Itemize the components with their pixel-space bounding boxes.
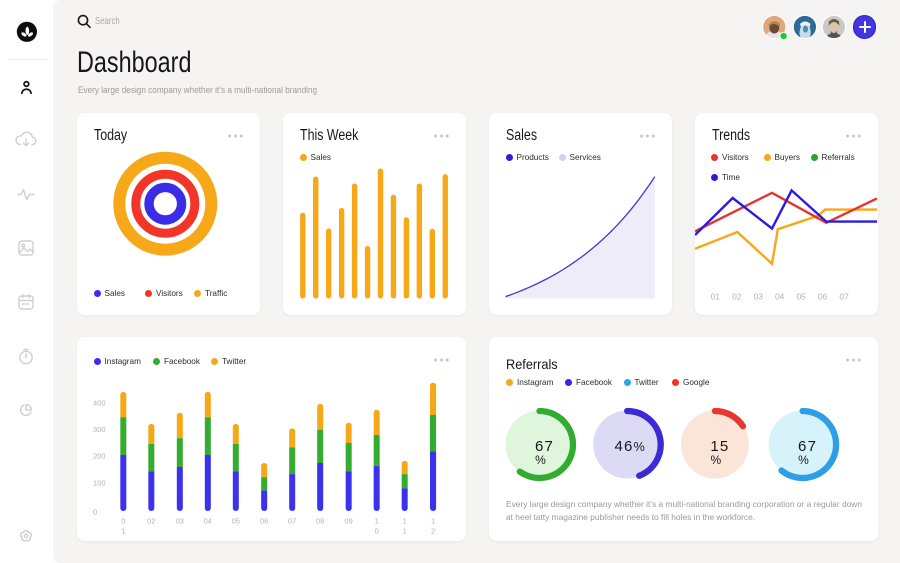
svg-text:100: 100	[93, 478, 106, 487]
svg-text:1: 1	[375, 516, 379, 525]
svg-text:0: 0	[121, 516, 125, 525]
svg-text:03: 03	[754, 292, 764, 302]
svg-text:67: 67	[798, 438, 817, 455]
svg-text:04: 04	[204, 516, 212, 525]
svg-text:1: 1	[431, 516, 435, 525]
svg-text:06: 06	[818, 292, 828, 302]
svg-text:1: 1	[403, 527, 407, 536]
svg-text:200: 200	[93, 452, 106, 461]
svg-text:0: 0	[93, 507, 97, 516]
svg-text:03: 03	[176, 516, 184, 525]
svg-text:400: 400	[93, 398, 106, 407]
svg-text:%: %	[535, 453, 547, 467]
svg-text:15: 15	[710, 438, 729, 455]
svg-text:1: 1	[403, 516, 407, 525]
svg-text:04: 04	[775, 292, 785, 302]
svg-text:46%: 46%	[614, 438, 645, 455]
svg-text:07: 07	[288, 516, 296, 525]
svg-text:300: 300	[93, 425, 106, 434]
svg-text:1: 1	[121, 527, 125, 536]
svg-text:01: 01	[711, 292, 721, 302]
svg-text:%: %	[798, 453, 810, 467]
svg-text:%: %	[710, 453, 722, 467]
svg-text:07: 07	[839, 292, 849, 302]
svg-text:06: 06	[260, 516, 268, 525]
svg-text:09: 09	[345, 516, 353, 525]
svg-text:02: 02	[732, 292, 742, 302]
svg-text:05: 05	[232, 516, 240, 525]
svg-text:67: 67	[535, 438, 554, 455]
svg-text:02: 02	[147, 516, 155, 525]
svg-text:05: 05	[796, 292, 806, 302]
svg-text:0: 0	[375, 527, 379, 536]
svg-text:08: 08	[316, 516, 324, 525]
svg-text:2: 2	[431, 527, 435, 536]
